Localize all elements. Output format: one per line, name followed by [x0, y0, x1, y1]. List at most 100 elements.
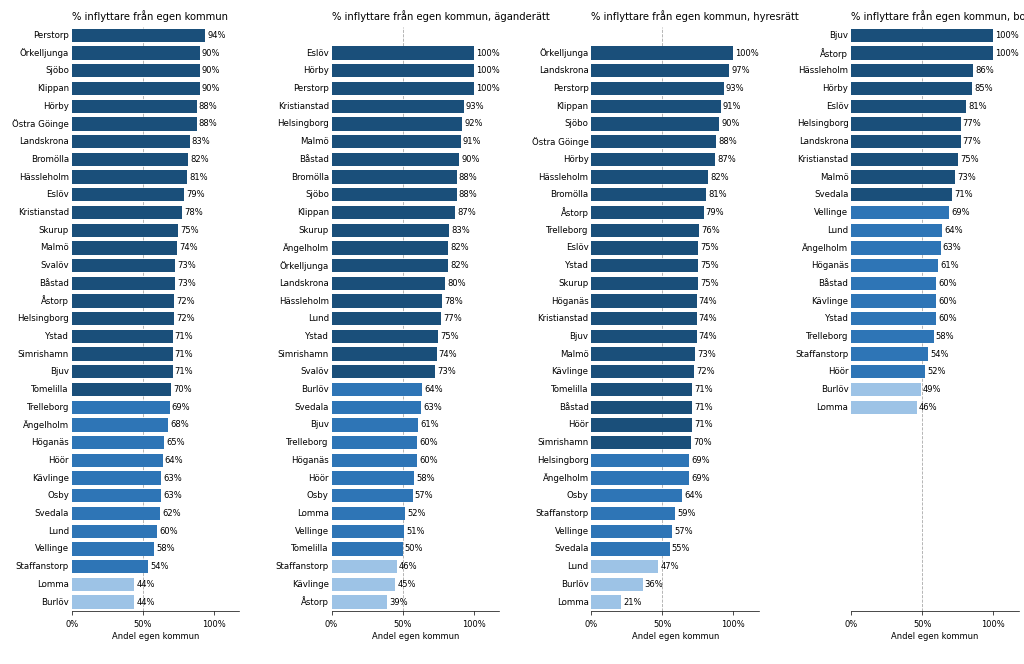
- Text: % inflyttare från egen kommun: % inflyttare från egen kommun: [72, 10, 227, 22]
- Bar: [851, 241, 941, 254]
- Text: 100%: 100%: [476, 66, 500, 75]
- Bar: [851, 294, 937, 307]
- Bar: [592, 542, 670, 556]
- Text: 91%: 91%: [723, 102, 741, 111]
- Text: 83%: 83%: [191, 137, 211, 146]
- Text: 87%: 87%: [717, 155, 736, 164]
- Bar: [332, 330, 438, 343]
- Bar: [332, 46, 474, 60]
- Bar: [332, 418, 418, 432]
- Text: 71%: 71%: [175, 350, 194, 359]
- Text: 75%: 75%: [700, 261, 719, 270]
- Text: 88%: 88%: [719, 137, 737, 146]
- Bar: [72, 471, 161, 485]
- Text: 60%: 60%: [939, 297, 957, 305]
- Text: 88%: 88%: [199, 102, 217, 111]
- Text: 64%: 64%: [684, 491, 703, 500]
- Text: 88%: 88%: [459, 191, 477, 199]
- Bar: [592, 507, 675, 520]
- Bar: [332, 489, 413, 503]
- Text: 77%: 77%: [963, 120, 982, 128]
- Text: 85%: 85%: [974, 84, 992, 93]
- Text: 78%: 78%: [444, 297, 463, 305]
- Text: 93%: 93%: [726, 84, 744, 93]
- Text: 52%: 52%: [928, 367, 946, 376]
- Text: 21%: 21%: [624, 598, 642, 606]
- Bar: [72, 277, 175, 290]
- Bar: [592, 100, 721, 113]
- Bar: [72, 507, 160, 520]
- Bar: [72, 46, 200, 60]
- Bar: [332, 436, 417, 450]
- Bar: [332, 400, 421, 414]
- Bar: [332, 118, 462, 131]
- Text: 64%: 64%: [944, 226, 963, 234]
- Bar: [851, 206, 949, 219]
- Text: 91%: 91%: [463, 137, 481, 146]
- Bar: [72, 188, 184, 201]
- Text: 57%: 57%: [415, 491, 433, 500]
- Bar: [592, 578, 642, 591]
- Text: 71%: 71%: [954, 191, 973, 199]
- Bar: [332, 312, 441, 325]
- Bar: [332, 171, 457, 184]
- Text: 90%: 90%: [721, 120, 740, 128]
- Bar: [332, 560, 397, 573]
- Text: 49%: 49%: [923, 385, 941, 394]
- Text: 86%: 86%: [976, 66, 994, 75]
- Text: 69%: 69%: [951, 208, 970, 217]
- Text: 76%: 76%: [701, 226, 720, 234]
- Text: 74%: 74%: [179, 244, 198, 252]
- Text: 100%: 100%: [476, 84, 500, 93]
- Text: 88%: 88%: [459, 173, 477, 181]
- Text: 61%: 61%: [420, 420, 439, 430]
- Text: 36%: 36%: [645, 580, 664, 589]
- Text: 73%: 73%: [957, 173, 976, 181]
- Bar: [592, 259, 698, 272]
- Text: 100%: 100%: [995, 48, 1019, 58]
- Text: 94%: 94%: [207, 31, 226, 40]
- Bar: [332, 188, 457, 201]
- Bar: [72, 454, 163, 467]
- Bar: [72, 64, 200, 78]
- Bar: [592, 365, 693, 378]
- Text: 60%: 60%: [939, 279, 957, 288]
- Text: 82%: 82%: [190, 155, 209, 164]
- Text: 68%: 68%: [170, 420, 189, 430]
- Bar: [851, 330, 934, 343]
- Bar: [332, 294, 442, 307]
- Bar: [851, 400, 916, 414]
- Bar: [72, 542, 154, 556]
- Text: 71%: 71%: [694, 403, 713, 412]
- Bar: [72, 135, 189, 148]
- Text: 100%: 100%: [995, 31, 1019, 40]
- Bar: [332, 64, 474, 78]
- Text: 64%: 64%: [425, 385, 443, 394]
- Text: 73%: 73%: [437, 367, 456, 376]
- Text: 75%: 75%: [700, 244, 719, 252]
- Bar: [592, 560, 658, 573]
- Bar: [592, 347, 695, 361]
- Bar: [851, 259, 938, 272]
- Bar: [592, 82, 724, 95]
- Text: 54%: 54%: [151, 562, 169, 571]
- X-axis label: Andel egen kommun: Andel egen kommun: [112, 631, 200, 641]
- Text: 64%: 64%: [165, 456, 183, 465]
- Bar: [72, 383, 171, 396]
- Bar: [72, 489, 161, 503]
- Text: 54%: 54%: [930, 350, 948, 359]
- Text: 63%: 63%: [943, 244, 962, 252]
- Bar: [592, 46, 733, 60]
- Text: 46%: 46%: [399, 562, 418, 571]
- Text: % inflyttare från egen kommun, bostadsrätt: % inflyttare från egen kommun, bostadsrä…: [851, 10, 1024, 22]
- Text: 44%: 44%: [136, 598, 155, 606]
- Bar: [592, 454, 689, 467]
- Bar: [72, 259, 175, 272]
- Bar: [592, 312, 696, 325]
- Bar: [332, 100, 464, 113]
- Text: 90%: 90%: [202, 84, 220, 93]
- Bar: [72, 596, 134, 609]
- Bar: [72, 312, 174, 325]
- Text: 90%: 90%: [202, 66, 220, 75]
- Bar: [332, 347, 436, 361]
